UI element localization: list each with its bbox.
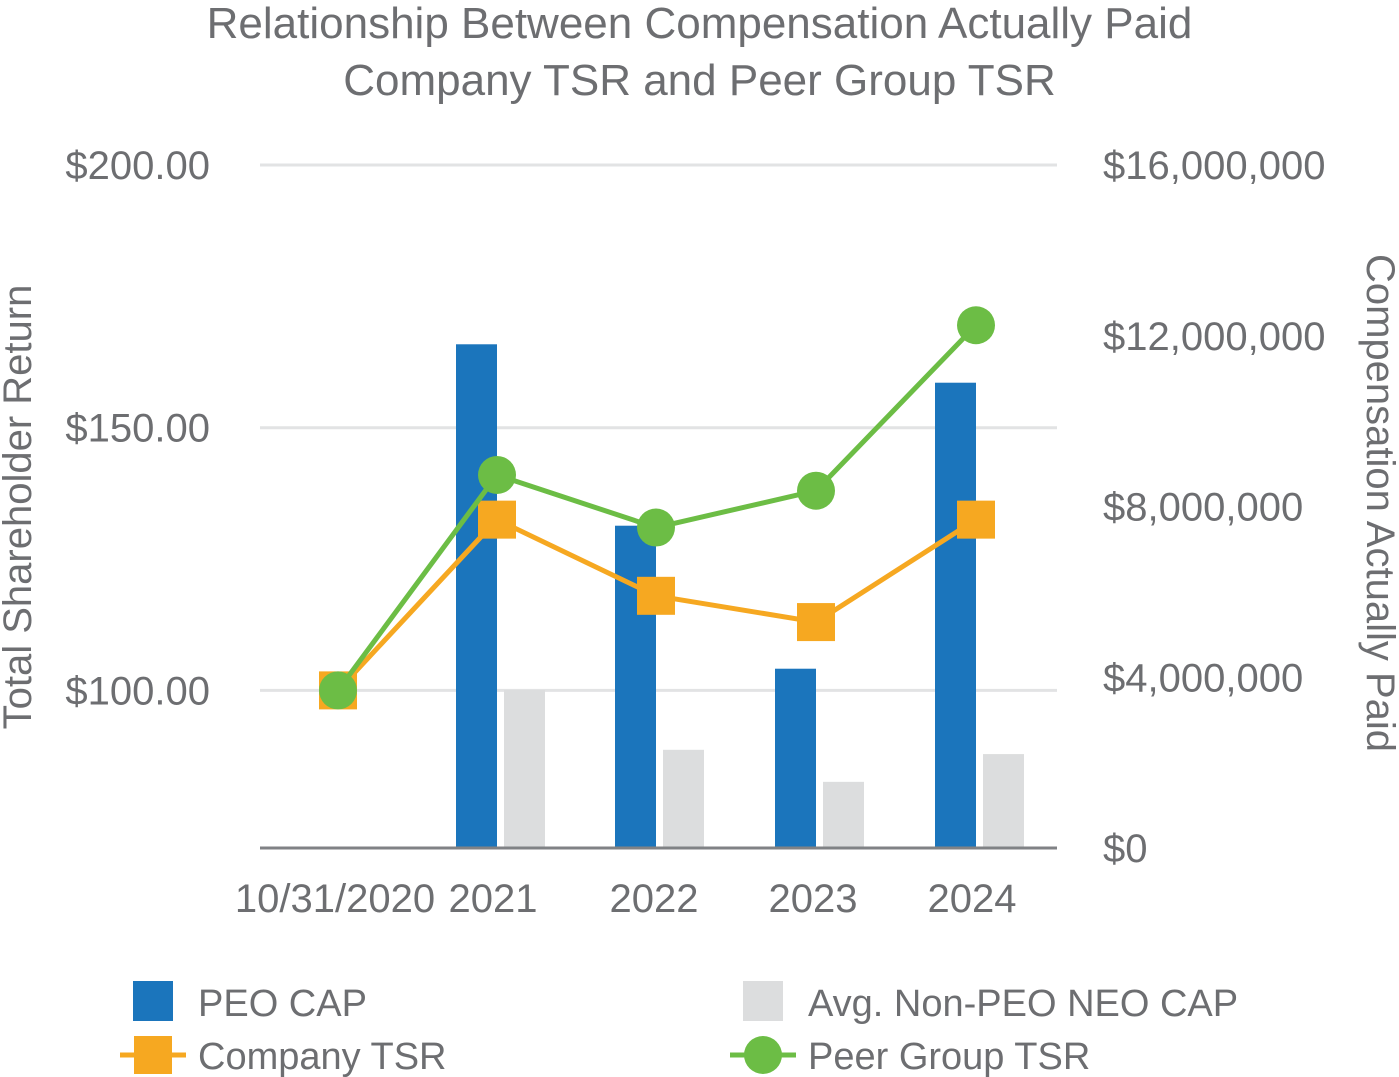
point-peer-group-tsr-2021 [478,455,516,494]
y-left-tick-label: $150.00 [65,407,210,451]
y-left-tick-label: $100.00 [65,669,210,713]
legend-label-avg-non-peo-neo-cap: Avg. Non-PEO NEO CAP [808,983,1238,1025]
x-tick-label: 2024 [928,877,1017,921]
legend-marker-peer-group-tsr [744,1036,782,1074]
y-left-tick-label: $200.00 [65,144,210,188]
chart-title-line-1: Relationship Between Compensation Actual… [206,0,1193,48]
bar-avg-non-peo-neo-cap-2021 [504,690,545,848]
y-right-tick-label: $0 [1103,827,1148,871]
point-peer-group-tsr-2023 [797,471,835,510]
y-right-tick-label: $16,000,000 [1103,144,1325,188]
legend-marker-company-tsr [134,1036,172,1074]
point-company-tsr-2022 [637,576,675,615]
y-right-tick-label: $8,000,000 [1103,486,1303,530]
y-right-tick-label: $4,000,000 [1103,656,1303,700]
legend-label-peo-cap: PEO CAP [198,983,367,1025]
line-peer-group-tsr [335,323,978,692]
legend-label-company-tsr: Company TSR [198,1036,447,1077]
bar-avg-non-peo-neo-cap-2023 [823,781,864,848]
bar-peo-cap-2021 [456,344,497,848]
point-peer-group-tsr-2024 [957,306,995,345]
bar-peo-cap-2024 [935,382,976,848]
y-left-axis-title: Total Shareholder Return [0,285,40,730]
legend-swatch-peo-cap [133,981,173,1021]
x-tick-label: 10/31/2020 [235,877,435,921]
point-peer-group-tsr-10-31-2020 [319,671,357,710]
bar-avg-non-peo-neo-cap-2024 [983,754,1024,848]
point-company-tsr-2024 [957,500,995,539]
point-peer-group-tsr-2022 [637,508,675,547]
legend-label-peer-group-tsr: Peer Group TSR [808,1036,1090,1077]
point-company-tsr-2021 [478,500,516,539]
chart-title-line-2: Company TSR and Peer Group TSR [343,56,1056,105]
y-right-tick-label: $12,000,000 [1103,315,1325,359]
x-tick-label: 2022 [610,877,699,921]
x-tick-label: 2021 [449,877,538,921]
point-company-tsr-2023 [797,603,835,642]
bar-peo-cap-2022 [615,525,656,848]
x-tick-label: 2023 [769,877,858,921]
bar-peo-cap-2023 [775,668,816,848]
y-right-axis-title: Compensation Actually Paid [1358,254,1399,752]
bar-avg-non-peo-neo-cap-2022 [663,749,704,848]
legend-swatch-avg-non-peo-neo-cap [743,981,783,1021]
